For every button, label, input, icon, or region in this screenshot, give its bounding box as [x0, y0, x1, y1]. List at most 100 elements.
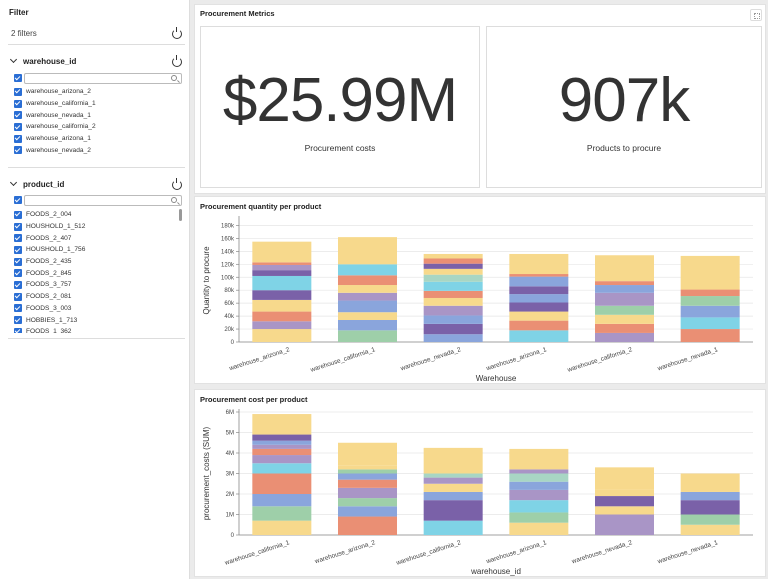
product-list: FOODS_2_004 HOUSHOLD_1_512 FOODS_2_407 HOUS… [14, 209, 180, 333]
y-tick-label: 20k [224, 327, 235, 333]
y-tick-label: 140k [221, 249, 235, 255]
filter-name: warehouse_id [23, 57, 77, 66]
bar-segment [595, 305, 654, 315]
bar-segment [252, 241, 312, 263]
filter-option[interactable]: FOODS_1_362 [14, 326, 180, 333]
filter-option[interactable]: warehouse_arizona_2 [14, 86, 180, 98]
x-tick-label: warehouse_california_2 [566, 346, 634, 374]
product-list-scrollbar[interactable] [179, 209, 182, 221]
filter-option[interactable]: warehouse_california_2 [14, 121, 180, 133]
bar-segment [252, 311, 312, 322]
filter-option[interactable]: HOBBIES_1_713 [14, 314, 180, 326]
warehouse-search-input[interactable] [24, 73, 182, 84]
y-tick-label: 0 [231, 533, 235, 539]
checkbox[interactable] [14, 87, 22, 96]
filter-option[interactable]: HOUSHOLD_1_756 [14, 244, 180, 256]
bar-segment [509, 522, 569, 535]
kpi-value: $25.99M [222, 66, 458, 135]
x-tick-label: warehouse_california_1 [309, 346, 377, 374]
bar-segment [338, 469, 397, 474]
y-tick-label: 180k [221, 223, 235, 229]
bar-segment [595, 506, 654, 515]
filter-option[interactable]: warehouse_california_1 [14, 98, 180, 110]
filter-header-product[interactable]: product_id [9, 178, 65, 189]
expand-icon[interactable] [750, 9, 762, 21]
checkbox[interactable] [14, 269, 22, 278]
bar-segment [423, 483, 483, 492]
reset-all-power-icon[interactable] [172, 26, 182, 39]
bar-segment [252, 506, 312, 521]
checkbox[interactable] [14, 292, 22, 301]
bar-segment [509, 473, 569, 482]
bar-segment [509, 500, 569, 513]
checkbox[interactable] [14, 245, 22, 254]
bar-segment [338, 442, 397, 466]
checkbox[interactable] [14, 257, 22, 266]
bar-segment [509, 253, 569, 275]
filter-option[interactable]: FOODS_2_081 [14, 291, 180, 303]
product-search-input[interactable] [24, 195, 182, 206]
filter-option[interactable]: FOODS_2_004 [14, 209, 180, 221]
checkbox[interactable] [14, 327, 22, 333]
bar-segment [595, 467, 654, 490]
checkbox[interactable] [14, 304, 22, 313]
bar-segment [252, 414, 312, 435]
x-tick-label: warehouse_nevada_2 [399, 346, 462, 373]
checkbox[interactable] [14, 234, 22, 243]
toggle-warehouse-filter-power-icon[interactable] [172, 54, 182, 67]
checkbox[interactable] [14, 210, 22, 219]
bar-segment [423, 315, 483, 324]
x-tick-label: warehouse_arizona_2 [313, 539, 376, 566]
cost-chart-panel: Procurement cost per product 0 1M 2M 3M 4M 5M 6… [194, 389, 766, 577]
checkbox[interactable] [14, 111, 22, 120]
checkbox[interactable] [14, 316, 22, 325]
filter-header-warehouse[interactable]: warehouse_id [9, 55, 77, 66]
divider [8, 167, 185, 168]
bar-segment [252, 473, 312, 494]
option-label: warehouse_arizona_2 [26, 88, 91, 96]
bar-segment [252, 448, 312, 456]
bar-segment [423, 263, 483, 269]
filter-option[interactable]: FOODS_3_757 [14, 279, 180, 291]
bar-segment [595, 514, 654, 535]
checkbox[interactable] [14, 280, 22, 289]
bar-segment [252, 455, 312, 464]
select-all-warehouse-checkbox[interactable] [14, 74, 22, 82]
filter-option[interactable]: FOODS_3_003 [14, 303, 180, 315]
x-tick-label: warehouse_nevada_1 [656, 346, 719, 373]
bar-segment [252, 290, 312, 300]
option-label: FOODS_2_407 [26, 234, 72, 242]
bar-segment [423, 305, 483, 316]
bar-segment [423, 500, 483, 521]
checkbox[interactable] [14, 99, 22, 108]
filter-option[interactable]: warehouse_nevada_1 [14, 109, 180, 121]
filter-option[interactable]: FOODS_2_435 [14, 256, 180, 268]
bar-segment [338, 292, 397, 301]
filter-option[interactable]: HOUSHOLD_1_512 [14, 221, 180, 233]
filter-sidebar: Filter 2 filters warehouse_id warehouse_… [0, 0, 190, 579]
bar-segment [423, 274, 483, 282]
bar-segment [252, 520, 312, 535]
filter-option[interactable]: warehouse_nevada_2 [14, 144, 180, 156]
filter-name: product_id [23, 180, 65, 189]
x-tick-label: warehouse_california_1 [223, 539, 291, 567]
bar-segment [509, 294, 569, 303]
bar-segment [252, 262, 312, 265]
bar-segment [680, 491, 740, 501]
option-label: warehouse_nevada_1 [26, 111, 91, 119]
checkbox[interactable] [14, 122, 22, 131]
checkbox[interactable] [14, 222, 22, 231]
chart-title: Procurement cost per product [200, 395, 308, 404]
bar-segment [423, 520, 483, 535]
filter-option[interactable]: FOODS_2_407 [14, 232, 180, 244]
toggle-product-filter-power-icon[interactable] [172, 177, 182, 190]
y-tick-label: 2M [226, 492, 234, 498]
filter-option[interactable]: FOODS_2_845 [14, 267, 180, 279]
bar-segment [252, 270, 312, 276]
filter-option[interactable]: warehouse_arizona_1 [14, 133, 180, 145]
checkbox[interactable] [14, 134, 22, 143]
bar-segment [252, 463, 312, 474]
select-all-product-checkbox[interactable] [14, 196, 22, 204]
bar-segment [338, 516, 397, 535]
checkbox[interactable] [14, 146, 22, 155]
